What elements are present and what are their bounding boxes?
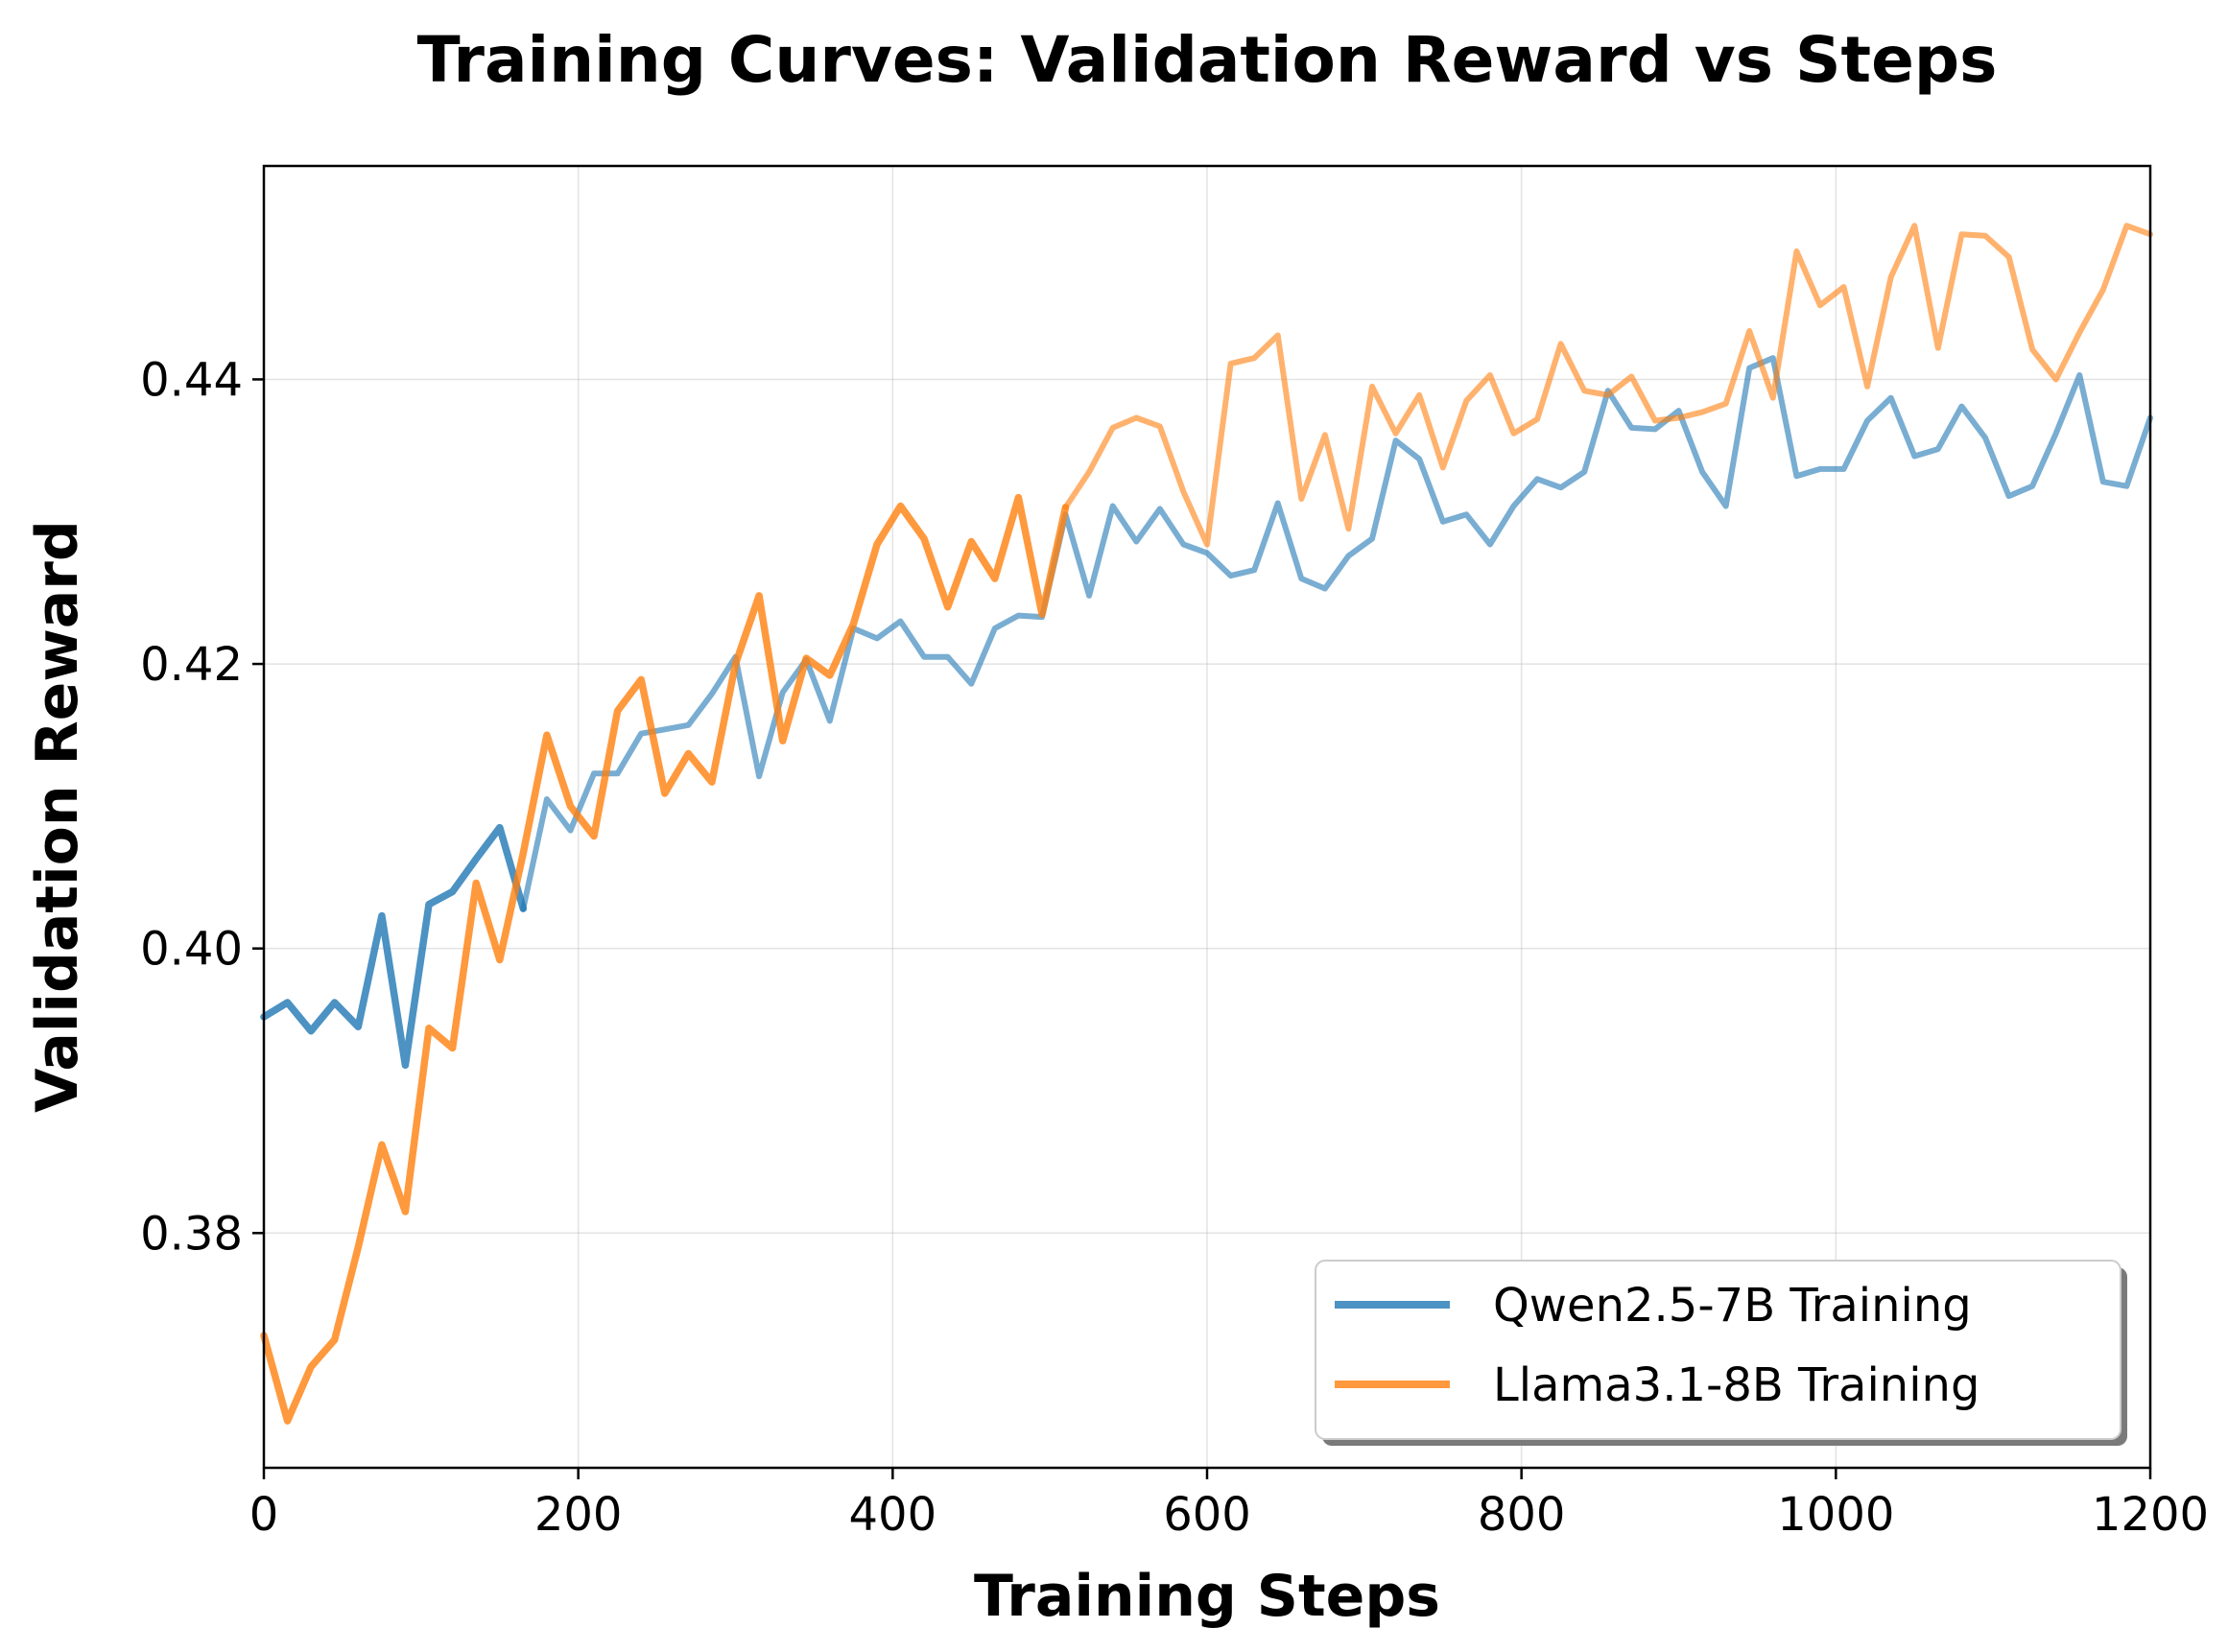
chart-title: Training Curves: Validation Reward vs St… xyxy=(417,23,1998,97)
series-line-1-faded xyxy=(1062,223,2153,548)
legend-box xyxy=(1315,1260,2121,1440)
y-tick-label: 0.44 xyxy=(140,353,243,407)
x-tick-label: 1000 xyxy=(1777,1488,1894,1542)
grid-lines xyxy=(263,166,2151,1468)
x-tick-label: 1200 xyxy=(2092,1488,2209,1542)
legend-label-llama: Llama3.1-8B Training xyxy=(1493,1358,1979,1412)
x-tick-label: 0 xyxy=(249,1488,279,1542)
y-tick-label: 0.40 xyxy=(140,923,243,977)
x-tick-label: 400 xyxy=(849,1488,937,1542)
series-line-0-faded xyxy=(520,355,2153,912)
axis-ticks: 0 200 400 600 800 1000 1200 0.38 0.40 0.42 0.44 xyxy=(140,353,2209,1542)
x-tick-label: 600 xyxy=(1163,1488,1251,1542)
legend: Qwen2.5-7B Training Llama3.1-8B Training xyxy=(1315,1260,2127,1446)
y-tick-label: 0.42 xyxy=(140,638,243,692)
x-axis-label: Training Steps xyxy=(974,1563,1440,1630)
x-tick-label: 200 xyxy=(534,1488,623,1542)
series-line-1-bold xyxy=(260,493,1070,1425)
series-line-0-bold xyxy=(260,823,528,1070)
y-axis-label: Validation Reward xyxy=(24,520,91,1113)
legend-label-qwen: Qwen2.5-7B Training xyxy=(1493,1279,1972,1333)
x-tick-label: 800 xyxy=(1478,1488,1566,1542)
series-lines xyxy=(260,223,2153,1425)
y-tick-label: 0.38 xyxy=(140,1207,243,1261)
